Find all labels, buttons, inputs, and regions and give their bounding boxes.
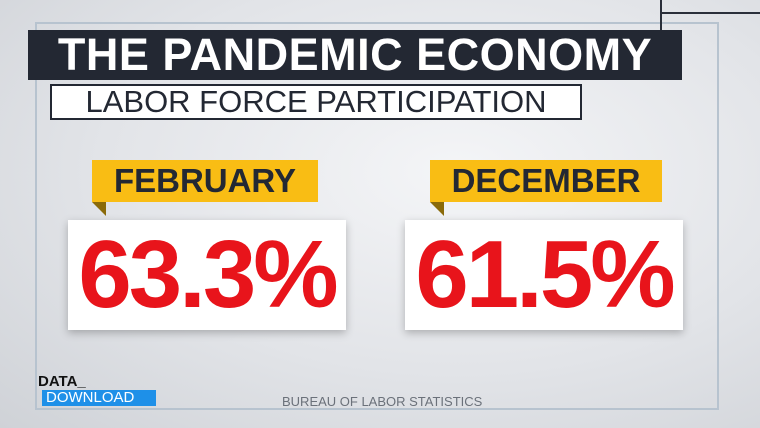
- accent-line: [660, 12, 760, 14]
- tag-fold: [430, 202, 444, 216]
- value-card: 61.5%: [405, 220, 683, 330]
- logo-text: DOWNLOAD: [42, 390, 156, 406]
- month-tag: DECEMBER: [430, 160, 662, 202]
- tag-fold: [92, 202, 106, 216]
- frame: [35, 22, 719, 410]
- subtitle: LABOR FORCE PARTICIPATION: [50, 84, 582, 120]
- month-tag: FEBRUARY: [92, 160, 318, 202]
- source: BUREAU OF LABOR STATISTICS: [282, 394, 483, 409]
- logo-text: DATA_: [38, 373, 86, 390]
- accent-line: [660, 0, 662, 40]
- title: THE PANDEMIC ECONOMY: [28, 30, 682, 80]
- value-card: 63.3%: [68, 220, 346, 330]
